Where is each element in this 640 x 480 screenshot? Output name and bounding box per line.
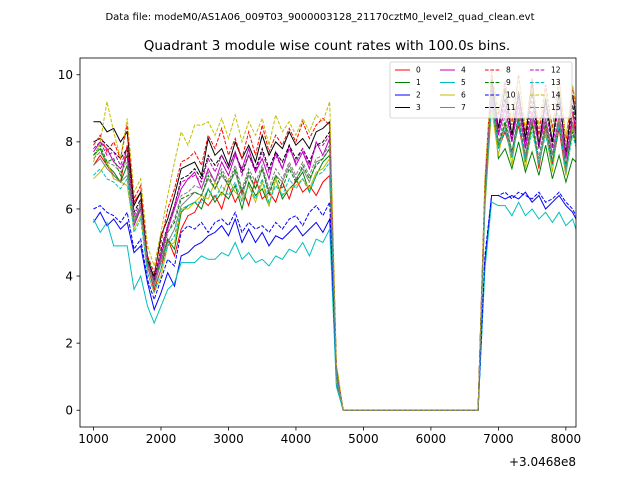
x-tick-label-6000: 6000 [416, 432, 447, 446]
chart-title: Quadrant 3 module wise count rates with … [144, 38, 510, 54]
series-line-2 [93, 191, 576, 411]
legend-label-6: 6 [461, 91, 466, 100]
legend-label-8: 8 [506, 66, 511, 75]
series-line-9 [93, 91, 576, 411]
series-lines [93, 71, 576, 411]
legend-label-9: 9 [506, 78, 511, 87]
x-tick-label-5000: 5000 [348, 432, 379, 446]
x-tick-label-2000: 2000 [146, 432, 177, 446]
x-axis-offset-text: +3.0468e8 [509, 455, 576, 469]
chart-suptitle: Data file: modeM0/AS1A06_009T03_90000031… [105, 12, 534, 23]
x-tick-label-3000: 3000 [213, 432, 244, 446]
legend-label-3: 3 [416, 103, 421, 112]
x-tick-label-4000: 4000 [281, 432, 312, 446]
y-tick-label-0: 0 [65, 404, 73, 418]
y-tick-label-4: 4 [65, 269, 73, 283]
x-tick-label-8000: 8000 [551, 432, 582, 446]
axes-frame [79, 57, 577, 428]
legend-label-1: 1 [416, 78, 421, 87]
y-tick-label-8: 8 [65, 135, 73, 149]
legend-label-15: 15 [551, 103, 561, 112]
legend-label-10: 10 [506, 91, 516, 100]
series-line-1 [93, 94, 576, 411]
y-tick-label-2: 2 [65, 336, 73, 350]
legend-label-7: 7 [461, 103, 466, 112]
x-tick-label-1000: 1000 [78, 432, 109, 446]
legend-box [389, 61, 573, 119]
legend-label-4: 4 [461, 66, 466, 75]
x-tick-label-7000: 7000 [483, 432, 514, 446]
series-line-10 [93, 191, 576, 411]
y-tick-label-6: 6 [65, 202, 73, 216]
legend-label-13: 13 [551, 78, 561, 87]
y-tick-label-10: 10 [58, 68, 73, 82]
plot-area: 1000 2000 3000 4000 5000 6000 7000 8000 0 2 4 6 8 10 0… [58, 57, 582, 446]
legend-label-11: 11 [506, 103, 516, 112]
series-line-15 [93, 91, 576, 411]
legend-label-2: 2 [416, 91, 421, 100]
legend-label-12: 12 [551, 66, 561, 75]
series-line-5 [93, 201, 576, 411]
series-line-13 [93, 98, 576, 411]
legend-label-5: 5 [461, 78, 466, 87]
legend-label-14: 14 [551, 91, 561, 100]
legend-label-0: 0 [416, 66, 421, 75]
